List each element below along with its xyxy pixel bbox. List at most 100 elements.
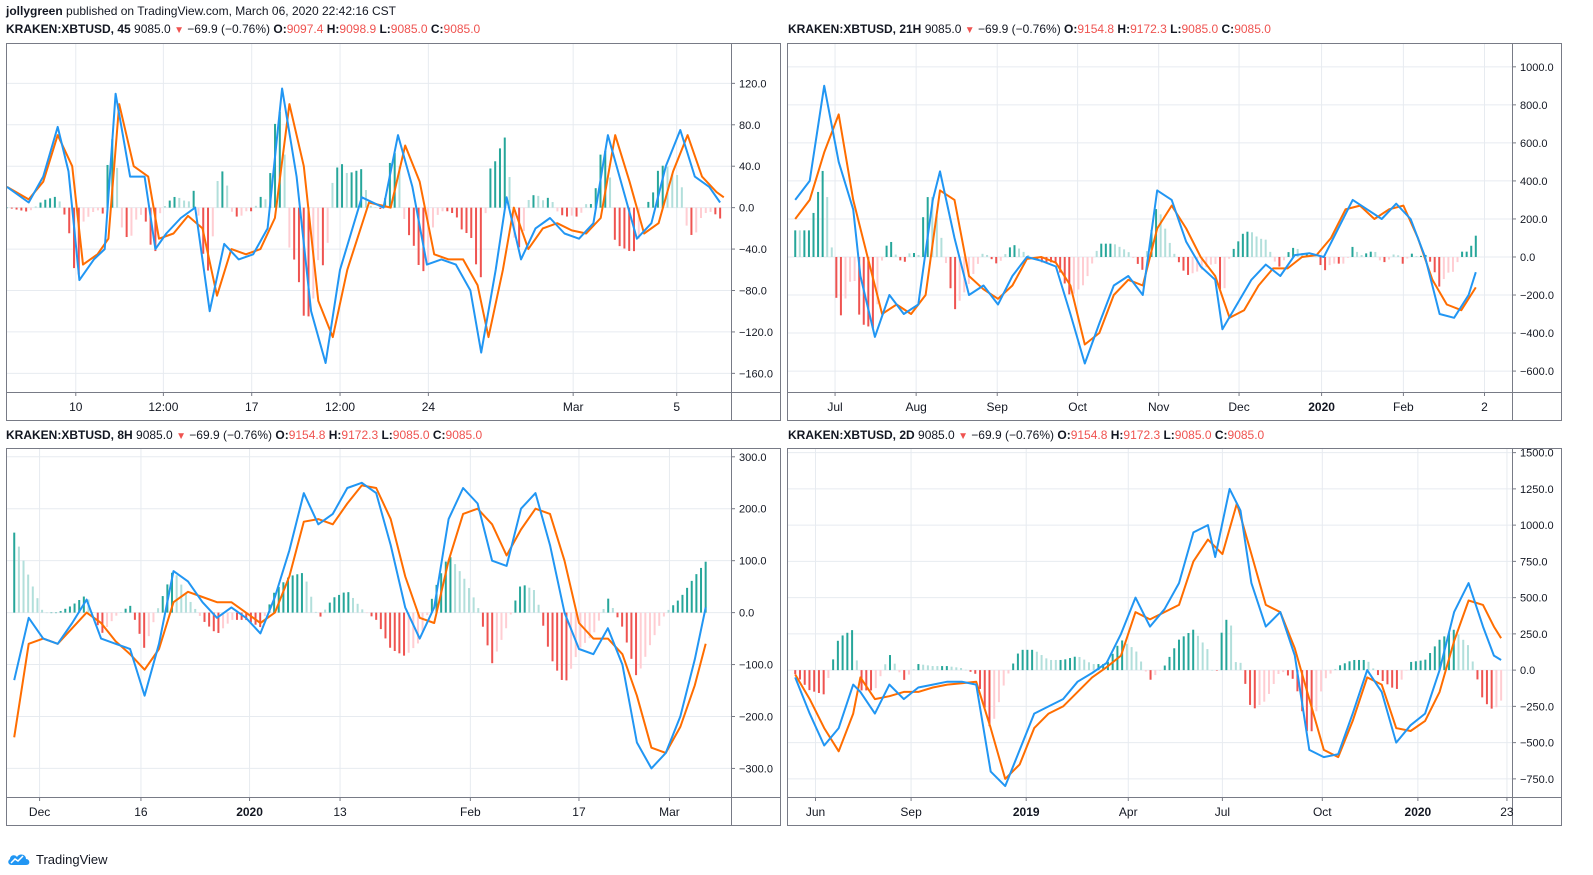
histogram-bar [477, 608, 480, 613]
chart-panel-45[interactable]: 120.0 80.0 40.0 0.0 −40.0 −80.0 −120.0 −160.0 10… [6, 43, 781, 421]
histogram-bar [803, 230, 806, 257]
histogram-bar [326, 207, 329, 243]
histogram-bar [949, 256, 952, 289]
histogram-bar [1410, 253, 1413, 257]
histogram-bar [704, 561, 707, 613]
histogram-bar [454, 564, 457, 613]
publisher-user[interactable]: jollygreen [6, 4, 63, 18]
histogram-bar [96, 612, 99, 626]
macd-line [794, 84, 1477, 365]
histogram-bar [830, 247, 833, 257]
histogram-bar [527, 199, 530, 208]
histogram-bar [68, 207, 71, 234]
histogram-bar [1031, 649, 1034, 671]
histogram-bar [1201, 642, 1204, 671]
histogram-bar [935, 215, 938, 257]
histogram-bar [307, 207, 310, 317]
histogram-bar [621, 612, 624, 627]
histogram-bar [661, 165, 664, 208]
histogram-bar [1045, 658, 1048, 671]
y-tick-label: 200.0 [1520, 214, 1548, 226]
histogram-bar [278, 111, 281, 208]
down-arrow-icon: ▼ [964, 25, 975, 36]
histogram-bar [835, 256, 838, 298]
y-tick-label: 1250.0 [1520, 484, 1554, 496]
histogram-bar [1287, 252, 1290, 257]
histogram-bar [899, 256, 902, 261]
histogram-bar [449, 557, 452, 613]
chart-panel-21h[interactable]: 1000.0 800.0 600.0 400.0 200.0 0.0 −200.0 −400.… [787, 43, 1562, 421]
histogram-bar [1291, 670, 1294, 679]
histogram-bar [1196, 635, 1199, 671]
histogram-bar [1305, 670, 1308, 732]
histogram-bar [331, 182, 334, 208]
chart-panel-8h[interactable]: 300.0 200.0 100.0 0.0 −100.0 −200.0 −300.0 Dec 1… [6, 448, 781, 826]
histogram-bar [1130, 647, 1133, 671]
chart-panel-2d[interactable]: 1500.0 1250.0 1000.0 750.0 500.0 250.0 0.0 −250… [787, 448, 1562, 826]
x-tick-label: Aug [905, 400, 926, 414]
histogram-bar [551, 202, 554, 208]
header-h-label: H: [328, 428, 342, 442]
header-o: 9097.4 [286, 22, 327, 36]
histogram-bar [832, 659, 835, 671]
y-tick-label: 1000.0 [1520, 62, 1554, 74]
histogram-bar [1433, 646, 1436, 671]
histogram-bar [648, 612, 651, 646]
histogram-bar [667, 609, 670, 613]
histogram-bar [92, 207, 95, 212]
histogram-bar [912, 669, 915, 671]
histogram-bar [1177, 256, 1180, 263]
histogram-bar [101, 207, 104, 214]
histogram-bar [87, 207, 90, 217]
histogram-bar [350, 172, 353, 208]
grid [788, 44, 1512, 392]
histogram-bar [356, 603, 359, 613]
histogram-bar [561, 207, 564, 216]
histogram-bar [125, 207, 128, 238]
histogram-bar [120, 207, 123, 228]
histogram-bar [463, 578, 466, 613]
histogram-bar [495, 612, 498, 652]
histogram-bar [489, 168, 492, 208]
histogram-bar [699, 207, 702, 219]
histogram-bar [997, 670, 1000, 703]
histogram-bar [264, 199, 267, 208]
histogram-bar [922, 217, 925, 257]
header-symbol: KRAKEN:XBTUSD, 21H [788, 22, 922, 36]
header-symbol: KRAKEN:XBTUSD, 8H [6, 428, 133, 442]
histogram-bar [625, 612, 628, 643]
histogram-bar [685, 207, 688, 226]
histogram-bar [560, 612, 563, 680]
histogram-bar [945, 666, 948, 671]
histogram-bar [1253, 670, 1256, 709]
histogram-bar [1392, 254, 1395, 257]
histogram-bar [1007, 670, 1010, 674]
x-tick-label: 2 [1481, 400, 1488, 414]
footer-brand[interactable]: TradingView [36, 851, 108, 867]
tradingview-cloud-icon [8, 854, 30, 865]
histogram-bar [704, 207, 707, 214]
histogram-bar [1102, 664, 1105, 671]
histogram-bar [988, 670, 991, 727]
histogram-bar [426, 612, 429, 616]
x-tick-label: Apr [1119, 805, 1138, 819]
histogram-bar [1415, 256, 1418, 257]
histogram-bar [807, 230, 810, 257]
y-tick-label: −160.0 [739, 368, 773, 380]
histogram-bar [613, 207, 616, 240]
histogram-bar [565, 612, 568, 681]
histogram-bar [1301, 670, 1304, 712]
histogram-bar [491, 612, 494, 664]
histogram-bar [321, 207, 324, 266]
histogram-bar [1077, 256, 1080, 290]
histogram-bar [1424, 659, 1427, 671]
histogram-bar [1369, 251, 1372, 257]
macd-line [794, 487, 1502, 788]
histogram-bar [106, 612, 109, 627]
histogram-bar [1438, 256, 1441, 287]
histogram-bar [542, 612, 545, 626]
histogram-bar [972, 256, 975, 274]
histogram-bar [55, 612, 58, 614]
histogram-bar [207, 207, 210, 271]
histogram-bar [1136, 256, 1139, 264]
